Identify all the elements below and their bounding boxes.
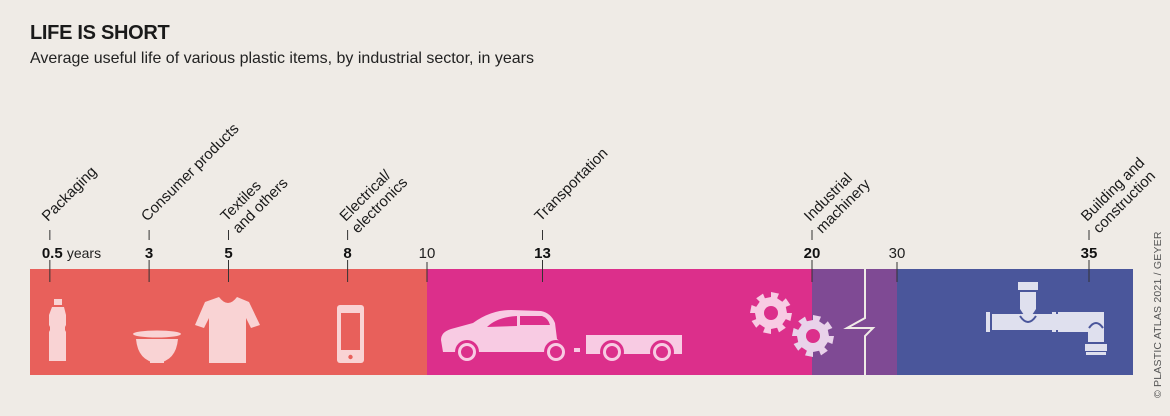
copyright-credit: © PLASTIC ATLAS 2021 / GEYER (1152, 231, 1164, 398)
chart-subtitle: Average useful life of various plastic i… (30, 50, 534, 67)
scale-tick-label: 30 (889, 245, 906, 262)
smartphone-icon (337, 305, 364, 363)
tshirt-icon (195, 297, 260, 363)
sector-label-line: Transportation (531, 145, 611, 225)
axis-break-icon (843, 269, 876, 375)
sector-label: Transportation (531, 145, 611, 225)
value-label: 3 (145, 245, 153, 262)
value-label: 35 (1081, 245, 1098, 262)
value-label: 0.5 (42, 245, 63, 262)
bowl-icon (133, 330, 181, 363)
sector-label-line: Packaging (39, 163, 101, 225)
sector-label: Electrical/electronics (336, 166, 411, 237)
ticks-layer (49, 230, 1090, 282)
value-label: 20 (804, 245, 821, 262)
chart-title: LIFE IS SHORT (30, 22, 170, 44)
segment-bar (812, 269, 897, 375)
icons-layer (49, 282, 1107, 364)
car-trailer-icon (441, 310, 682, 364)
gears-icon (750, 292, 834, 357)
bottle-icon (49, 299, 66, 361)
unit-label: years (67, 245, 101, 261)
pipes-icon (986, 282, 1107, 355)
value-label: 5 (224, 245, 232, 262)
value-label: 13 (534, 245, 551, 262)
segments-layer (30, 269, 1133, 375)
value-label: 8 (343, 245, 351, 262)
scale-tick-label: 10 (419, 245, 436, 262)
sector-label: Packaging (39, 163, 101, 225)
